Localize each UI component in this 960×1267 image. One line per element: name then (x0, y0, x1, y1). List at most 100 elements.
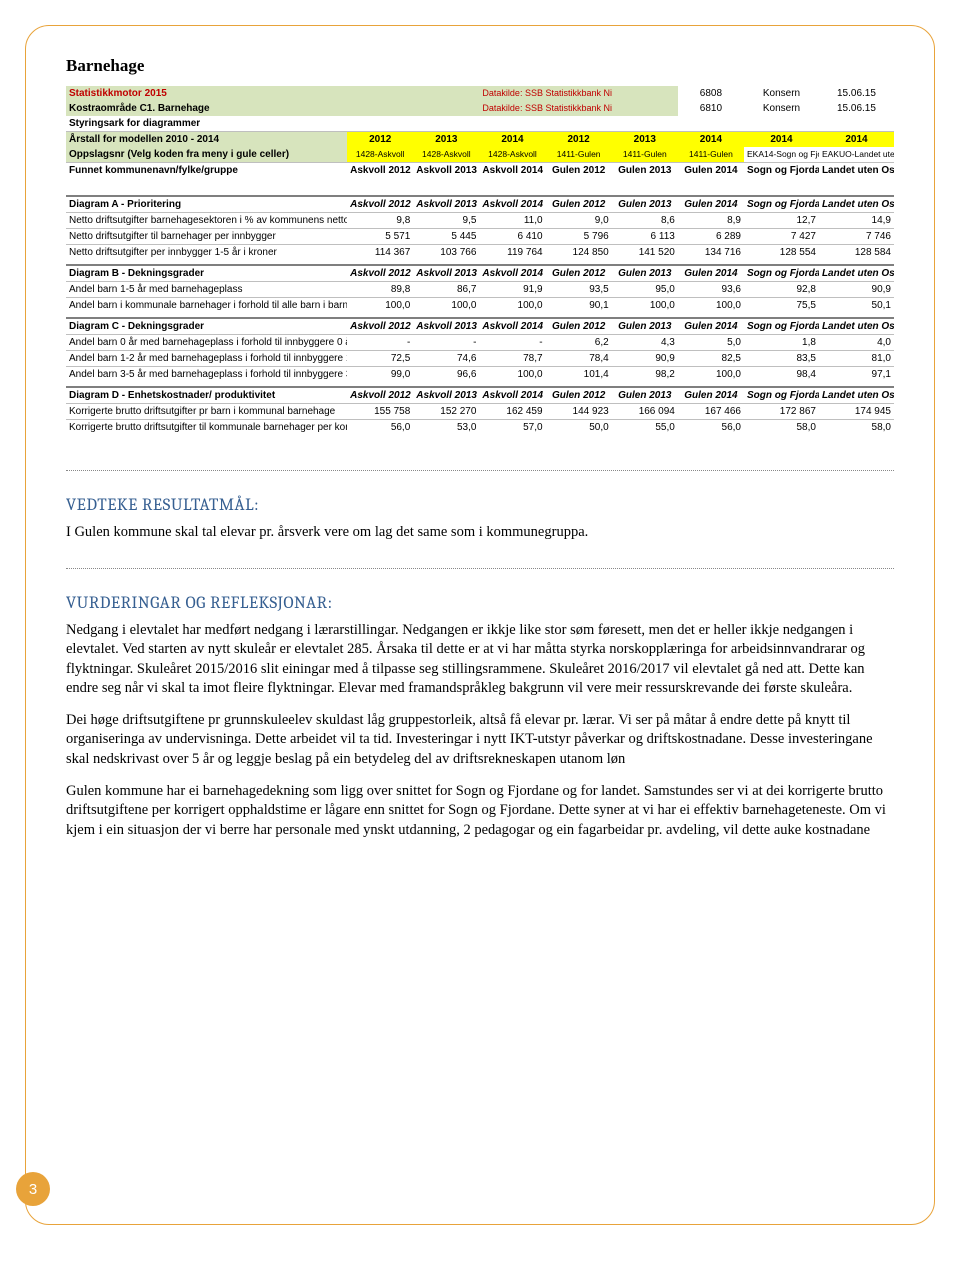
year-cell: 2014 (479, 132, 545, 148)
row-label: Netto driftsutgifter til barnehager per … (66, 229, 347, 245)
row-label: Andel barn 1-2 år med barnehageplass i f… (66, 351, 347, 367)
data-cell: 6 410 (479, 229, 545, 245)
datasource-2-code: 6810 (678, 101, 744, 116)
funnet-cell: Askvoll 2012 (347, 163, 413, 179)
data-cell: 4,0 (819, 335, 894, 351)
data-cell: 93,5 (546, 282, 612, 298)
data-cell: 1,8 (744, 335, 819, 351)
oppslag-cell: 1411-Gulen (612, 147, 678, 163)
data-cell: 98,4 (744, 367, 819, 383)
data-cell: 58,0 (744, 420, 819, 436)
row-label: Andel barn 1-5 år med barnehageplass (66, 282, 347, 298)
data-cell: 99,0 (347, 367, 413, 383)
data-cell: 100,0 (479, 367, 545, 383)
diagram-title: Diagram A - Prioritering (66, 196, 347, 213)
data-cell: 75,5 (744, 298, 819, 314)
data-cell: 55,0 (612, 420, 678, 436)
column-header: Askvoll 2013 (413, 318, 479, 335)
data-cell: 90,9 (612, 351, 678, 367)
year-cell: 2012 (546, 132, 612, 148)
row-label: Korrigerte brutto driftsutgifter til kom… (66, 420, 347, 436)
oppslag-cell: 1428-Askvoll (479, 147, 545, 163)
styring-label: Styringsark for diagrammer (66, 116, 347, 132)
data-cell: 90,9 (819, 282, 894, 298)
page-title: Barnehage (66, 56, 894, 76)
row-label: Netto driftsutgifter barnehagesektoren i… (66, 213, 347, 229)
konsern-1: Konsern (744, 86, 819, 101)
data-cell: 72,5 (347, 351, 413, 367)
data-cell: 50,1 (819, 298, 894, 314)
row-label: Andel barn i kommunale barnehager i forh… (66, 298, 347, 314)
data-cell: 167 466 (678, 404, 744, 420)
stat-title: Statistikkmotor 2015 (66, 86, 347, 101)
data-cell: 12,7 (744, 213, 819, 229)
data-cell: 100,0 (479, 298, 545, 314)
data-cell: 95,0 (612, 282, 678, 298)
data-cell: 6,2 (546, 335, 612, 351)
data-cell: 90,1 (546, 298, 612, 314)
row-label: Andel barn 3-5 år med barnehageplass i f… (66, 367, 347, 383)
data-cell: 4,3 (612, 335, 678, 351)
funnet-label: Funnet kommunenavn/fylke/gruppe (66, 163, 347, 179)
data-cell: 97,1 (819, 367, 894, 383)
data-cell: 152 270 (413, 404, 479, 420)
column-header: Askvoll 2012 (347, 265, 413, 282)
data-cell: 5 445 (413, 229, 479, 245)
statistics-table: Statistikkmotor 2015 Datakilde: SSB Stat… (66, 86, 894, 435)
column-header: Gulen 2012 (546, 318, 612, 335)
data-cell: 144 923 (546, 404, 612, 420)
data-cell: 96,6 (413, 367, 479, 383)
column-header: Landet uten Oslo 2014 (819, 196, 894, 213)
vurderingar-heading: VURDERINGAR OG REFLEKSJONAR: (66, 594, 894, 613)
diagram-title: Diagram B - Dekningsgrader (66, 265, 347, 282)
data-cell: 98,2 (612, 367, 678, 383)
column-header: Askvoll 2014 (479, 318, 545, 335)
data-cell: - (413, 335, 479, 351)
data-cell: 124 850 (546, 245, 612, 261)
data-cell: 78,7 (479, 351, 545, 367)
row-label: Andel barn 0 år med barnehageplass i for… (66, 335, 347, 351)
oppslag-cell: EAKUO-Landet uten Oslo (819, 147, 894, 163)
data-cell: 86,7 (413, 282, 479, 298)
funnet-cell: Gulen 2012 (546, 163, 612, 179)
funnet-cell: Sogn og Fjordane 2014 (744, 163, 819, 179)
year-cell: 2014 (744, 132, 819, 148)
column-header: Askvoll 2014 (479, 196, 545, 213)
column-header: Landet uten Oslo 2014 (819, 318, 894, 335)
funnet-cell: Gulen 2014 (678, 163, 744, 179)
column-header: Askvoll 2013 (413, 387, 479, 404)
oppslag-label: Oppslagsnr (Velg koden fra meny i gule c… (66, 147, 347, 163)
oppslag-cell: 1428-Askvoll (413, 147, 479, 163)
year-cell: 2012 (347, 132, 413, 148)
data-cell: 101,4 (546, 367, 612, 383)
data-cell: 91,9 (479, 282, 545, 298)
row-label: Korrigerte brutto driftsutgifter pr barn… (66, 404, 347, 420)
data-cell: 6 113 (612, 229, 678, 245)
data-cell: - (479, 335, 545, 351)
data-cell: 53,0 (413, 420, 479, 436)
column-header: Sogn og Fjordane 2014 (744, 318, 819, 335)
column-header: Landet uten Oslo 2014 (819, 265, 894, 282)
data-cell: 9,0 (546, 213, 612, 229)
funnet-cell: Gulen 2013 (612, 163, 678, 179)
data-cell: 7 427 (744, 229, 819, 245)
datasource-1-code: 6808 (678, 86, 744, 101)
funnet-cell: Askvoll 2013 (413, 163, 479, 179)
column-header: Gulen 2013 (612, 318, 678, 335)
column-header: Sogn og Fjordane 2014 (744, 265, 819, 282)
data-cell: 11,0 (479, 213, 545, 229)
year-cell: 2013 (413, 132, 479, 148)
oppslag-cell: 1411-Gulen (546, 147, 612, 163)
data-cell: 5 796 (546, 229, 612, 245)
data-cell: 93,6 (678, 282, 744, 298)
body-paragraph-2: Dei høge driftsutgiftene pr grunnskuleel… (66, 711, 894, 770)
data-cell: 7 746 (819, 229, 894, 245)
data-cell: 128 584 (819, 245, 894, 261)
data-cell: 100,0 (413, 298, 479, 314)
data-cell: 58,0 (819, 420, 894, 436)
data-cell: 89,8 (347, 282, 413, 298)
data-cell: 92,8 (744, 282, 819, 298)
data-cell: 100,0 (678, 367, 744, 383)
column-header: Sogn og Fjordane 2014 (744, 387, 819, 404)
data-cell: 155 758 (347, 404, 413, 420)
